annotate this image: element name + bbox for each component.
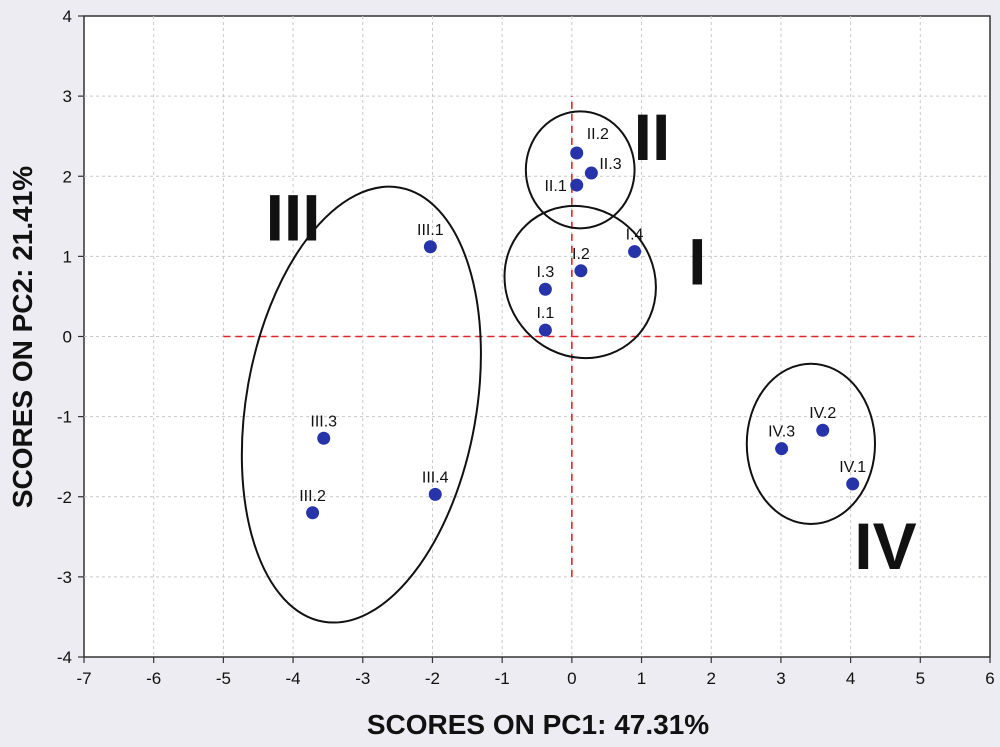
data-point-label: I.1 (536, 305, 554, 322)
tick-label-x: 1 (637, 669, 646, 688)
tick-label-x: 5 (916, 669, 925, 688)
data-point-label: I.4 (626, 227, 644, 244)
data-point (538, 282, 552, 296)
tick-label-y: 0 (63, 328, 72, 347)
tick-label-y: 3 (63, 87, 72, 106)
tick-label-x: 0 (567, 669, 576, 688)
data-point-label: II.3 (599, 156, 621, 173)
tick-label-x: 6 (985, 669, 994, 688)
tick-label-x: -3 (355, 669, 370, 688)
data-point-label: III.1 (417, 222, 444, 239)
tick-label-x: -4 (286, 669, 301, 688)
tick-label-y: 1 (63, 247, 72, 266)
data-point-label: III.4 (422, 469, 449, 486)
data-point (570, 146, 584, 160)
tick-label-x: -5 (216, 669, 231, 688)
data-point-label: II.2 (587, 126, 609, 143)
group-ellipses (240, 110, 877, 624)
data-point (428, 487, 442, 501)
tick-label-y: -3 (57, 568, 72, 587)
x-axis-title: SCORES ON PC1: 47.31% (367, 709, 709, 740)
data-point-label: IV.1 (839, 459, 866, 476)
data-point (574, 264, 588, 278)
tick-label-x: -6 (146, 669, 161, 688)
group-label-II: II (634, 100, 671, 174)
group-label-III: III (266, 180, 321, 254)
data-point (423, 240, 437, 254)
group-ellipse-III (240, 185, 482, 624)
data-points: I.1 I.2 I.3 I.4 II.1 II.2 II.3 III.1 III.2 III.3 I… (299, 126, 866, 520)
group-ellipse-IV (745, 362, 877, 525)
data-point-label: I.2 (572, 246, 590, 263)
data-point (846, 477, 860, 491)
tick-label-y: -1 (57, 408, 72, 427)
data-point-label: I.3 (536, 264, 554, 281)
data-point-label: IV.2 (809, 405, 836, 422)
tick-label-x: -2 (425, 669, 440, 688)
tick-label-y: -2 (57, 488, 72, 507)
data-point-label: III.3 (310, 413, 337, 430)
tick-label-x: -1 (495, 669, 510, 688)
tick-label-y: -4 (57, 648, 72, 667)
data-point-label: III.2 (299, 488, 326, 505)
group-label-I: I (688, 224, 706, 298)
zero-reference-lines (223, 96, 921, 577)
data-point (584, 166, 598, 180)
data-point (816, 423, 830, 437)
data-point-label: IV.3 (768, 424, 795, 441)
tick-label-y: 4 (63, 7, 72, 26)
group-label-IV: IV (854, 509, 916, 583)
tick-label-y: 2 (63, 167, 72, 186)
data-point-label: II.1 (544, 178, 566, 195)
y-axis-title: SCORES ON PC2: 21.41% (7, 166, 38, 508)
tick-label-x: 2 (706, 669, 715, 688)
tick-label-x: 3 (776, 669, 785, 688)
tick-label-x: 4 (846, 669, 855, 688)
group-ellipse-I (503, 204, 657, 360)
data-point (538, 323, 552, 337)
data-point (317, 431, 331, 445)
data-point (775, 442, 789, 456)
tick-labels: -7 -6 -5 -4 -3 -2 -1 0 1 2 3 4 5 6 -4 -3 -2 -1 0 1 2 3 4 (57, 7, 995, 688)
data-point (628, 245, 642, 259)
tick-label-x: -7 (76, 669, 91, 688)
data-point (570, 178, 584, 192)
data-point (306, 506, 320, 520)
group-ellipse-II (524, 110, 636, 230)
